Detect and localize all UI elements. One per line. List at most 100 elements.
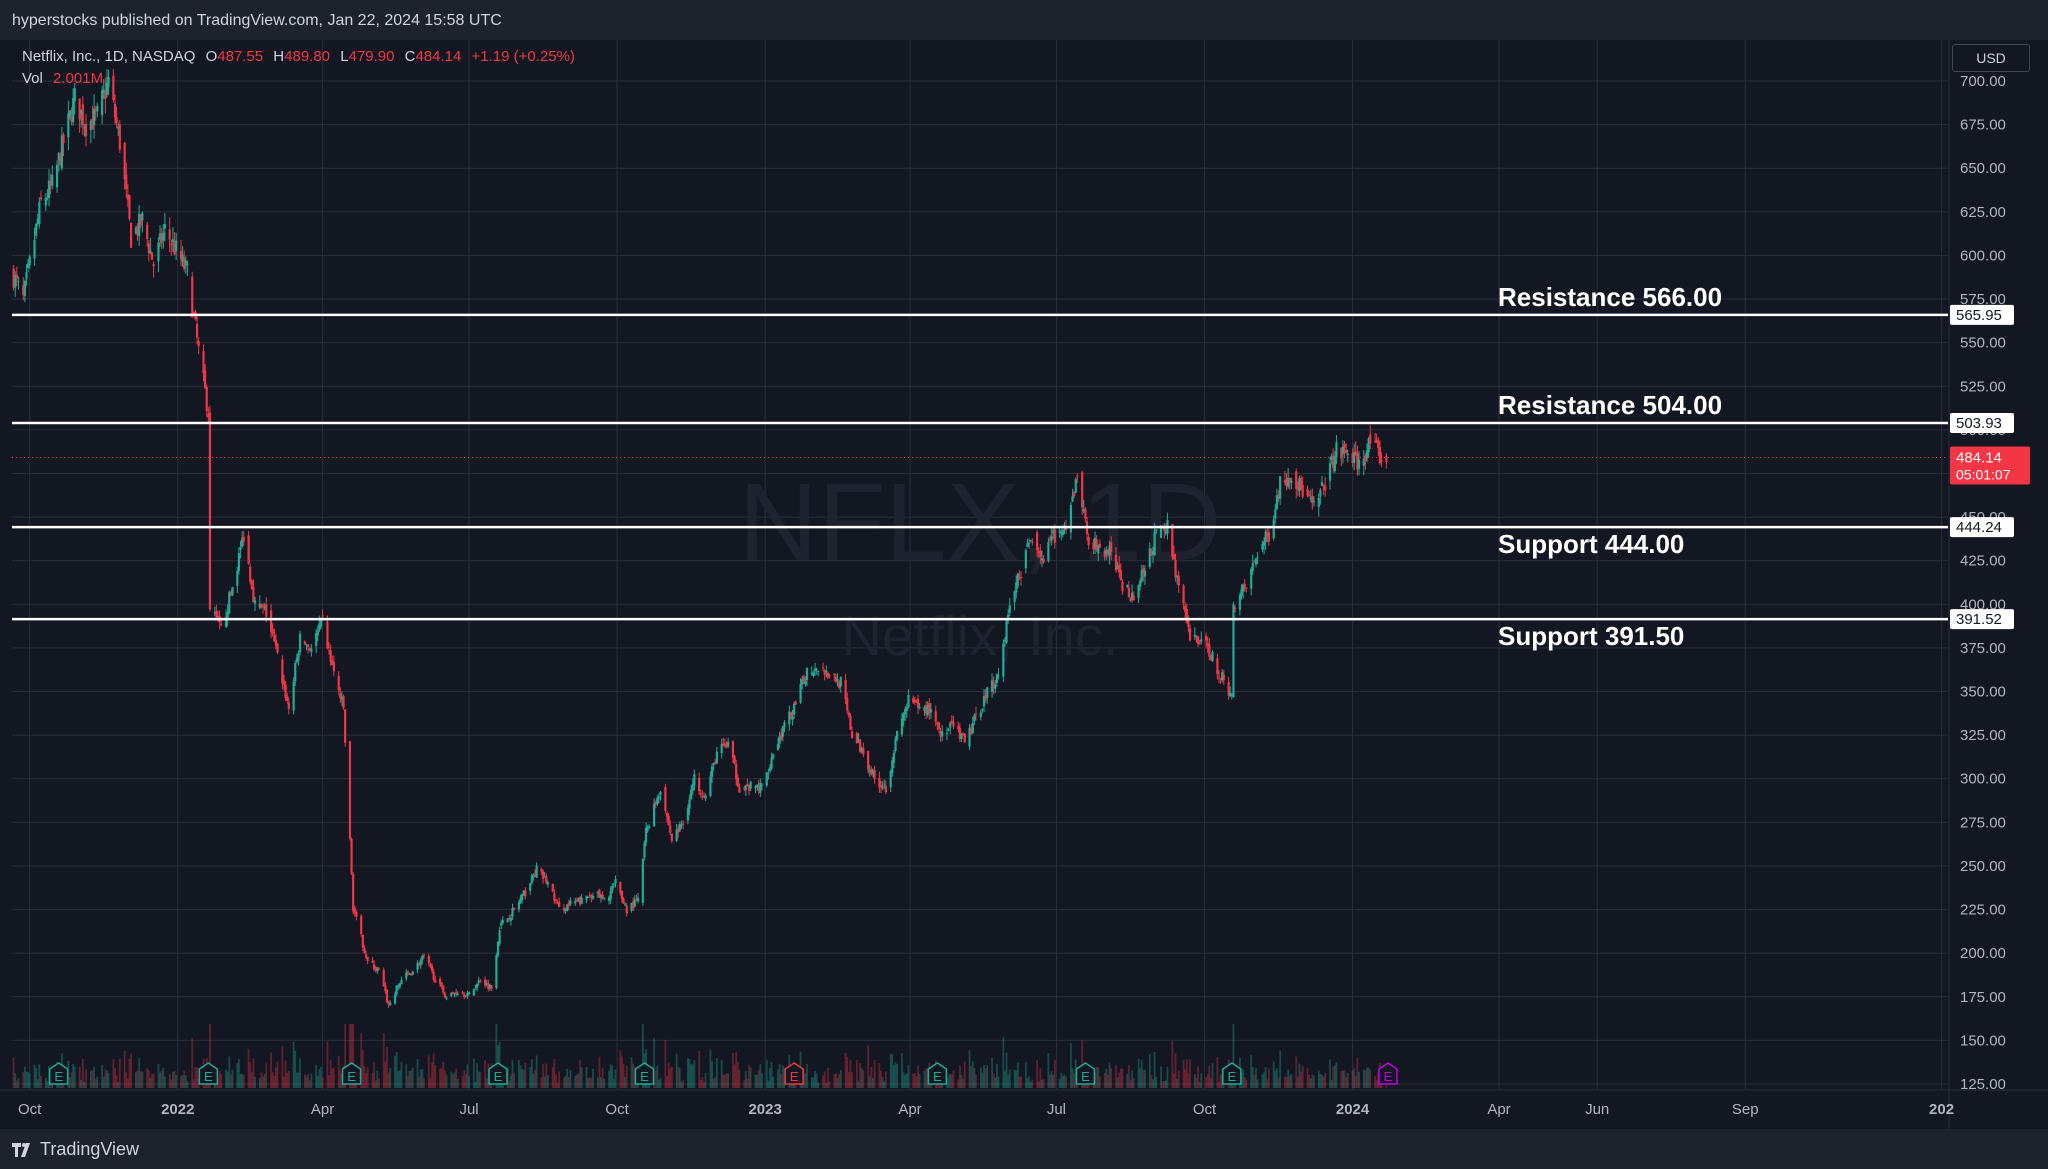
- earnings-marker[interactable]: [341, 1062, 362, 1085]
- volume-bar: [384, 1061, 387, 1088]
- chart-area[interactable]: NFLX, 1D Netflix, Inc. Resistance 566.00 Re…: [0, 40, 2048, 1129]
- candle-body: [70, 116, 73, 123]
- candle-body: [624, 904, 627, 906]
- candle-body: [1026, 543, 1029, 547]
- volume-bar: [1073, 1073, 1076, 1088]
- candle-body: [387, 1002, 390, 1005]
- volume-bar: [1002, 1037, 1005, 1088]
- candle-body: [913, 699, 916, 703]
- earnings-marker[interactable]: [1075, 1062, 1096, 1085]
- candle-body: [443, 993, 447, 998]
- volume-bar: [25, 1071, 28, 1088]
- volume-bar: [1206, 1074, 1209, 1088]
- candle-body: [147, 243, 150, 254]
- candle-body: [799, 684, 802, 703]
- level-price-tag-text: 503.93: [1956, 415, 2002, 432]
- candle-body: [250, 580, 253, 590]
- earnings-marker[interactable]: [488, 1062, 508, 1085]
- volume-bar: [276, 1061, 279, 1088]
- tradingview-logo[interactable]: TradingView: [12, 1139, 139, 1160]
- candle-body: [321, 615, 324, 617]
- earnings-marker[interactable]: [634, 1062, 655, 1085]
- volume-bar: [902, 1072, 905, 1088]
- x-tick-label: Jun: [1585, 1101, 1609, 1118]
- volume-bar: [712, 1078, 715, 1088]
- volume-bar: [196, 1067, 198, 1088]
- earnings-label: E: [1081, 1069, 1090, 1084]
- legend-symbol[interactable]: Netflix, Inc., 1D, NASDAQ: [22, 48, 196, 65]
- candle-body: [416, 963, 419, 970]
- volume-bar: [1374, 1076, 1376, 1088]
- volume-bar: [331, 1068, 334, 1088]
- candle-body: [284, 684, 287, 698]
- candle-body: [170, 244, 173, 246]
- volume-bar: [411, 1067, 414, 1088]
- candle-body: [1171, 524, 1174, 557]
- earnings-marker[interactable]: [1222, 1062, 1242, 1085]
- candle-body: [736, 777, 739, 787]
- candle-body: [332, 661, 335, 672]
- earnings-marker[interactable]: [784, 1062, 804, 1085]
- candle-body: [633, 899, 636, 907]
- candle-body: [770, 757, 773, 769]
- volume-bar: [521, 1069, 524, 1088]
- volume-bar: [913, 1072, 916, 1088]
- legend-low-label: L: [340, 48, 349, 65]
- candle-body: [990, 680, 994, 692]
- price-axis[interactable]: [1950, 40, 2048, 1129]
- candle-body: [553, 893, 556, 901]
- volume-bar: [1129, 1080, 1132, 1088]
- candle-body: [620, 891, 624, 900]
- candle-body: [348, 741, 352, 839]
- volume-bar: [374, 1080, 377, 1088]
- candle-body: [836, 679, 839, 681]
- legend-close: 484.14: [415, 48, 462, 65]
- candle-body: [1322, 485, 1325, 487]
- volume-bar: [957, 1079, 960, 1088]
- volume-bar: [1189, 1059, 1191, 1088]
- price-chart[interactable]: NFLX, 1D Netflix, Inc. Resistance 566.00 Re…: [0, 40, 2048, 1129]
- earnings-marker[interactable]: [198, 1062, 219, 1085]
- candle-body: [1209, 656, 1213, 661]
- volume-bar: [247, 1048, 250, 1088]
- candle-body: [558, 901, 561, 908]
- candle-body: [1340, 447, 1343, 458]
- earnings-marker[interactable]: [1378, 1062, 1398, 1085]
- volume-bar: [1266, 1079, 1269, 1088]
- candle-body: [1309, 498, 1312, 500]
- candle-body: [648, 826, 651, 828]
- volume-bar: [555, 1074, 557, 1088]
- volume-bar: [376, 1070, 379, 1088]
- candle-body: [260, 604, 263, 608]
- volume-bar: [292, 1041, 295, 1088]
- volume-bar: [226, 1071, 229, 1088]
- candle-body: [68, 110, 72, 117]
- candle-body: [850, 731, 854, 738]
- candle-body: [950, 720, 953, 723]
- volume-bar: [1065, 1076, 1067, 1088]
- level-label: Resistance 504.00: [1498, 390, 1722, 420]
- earnings-marker[interactable]: [927, 1062, 948, 1085]
- candle-body: [117, 126, 120, 129]
- volume-bar: [337, 1055, 340, 1088]
- volume-bar: [1176, 1078, 1179, 1088]
- candle-body: [1196, 636, 1200, 645]
- candle-body: [722, 743, 725, 746]
- candle-body: [511, 908, 514, 917]
- candle-body: [519, 898, 522, 903]
- volume-bar: [738, 1069, 741, 1088]
- candle-body: [1137, 584, 1140, 599]
- volume-bar: [389, 1067, 392, 1088]
- volume-bar: [722, 1074, 725, 1088]
- candle-body: [783, 722, 786, 727]
- candle-body: [759, 783, 762, 793]
- candle-body: [445, 997, 448, 999]
- volume-bar: [1171, 1041, 1174, 1088]
- candle-body: [974, 713, 978, 715]
- volume-bar: [191, 1038, 194, 1088]
- earnings-marker[interactable]: [48, 1062, 69, 1085]
- candle-body: [1042, 558, 1045, 563]
- currency-button[interactable]: USD: [1952, 44, 2030, 72]
- candle-body: [1308, 494, 1311, 496]
- volume-bar: [476, 1063, 478, 1088]
